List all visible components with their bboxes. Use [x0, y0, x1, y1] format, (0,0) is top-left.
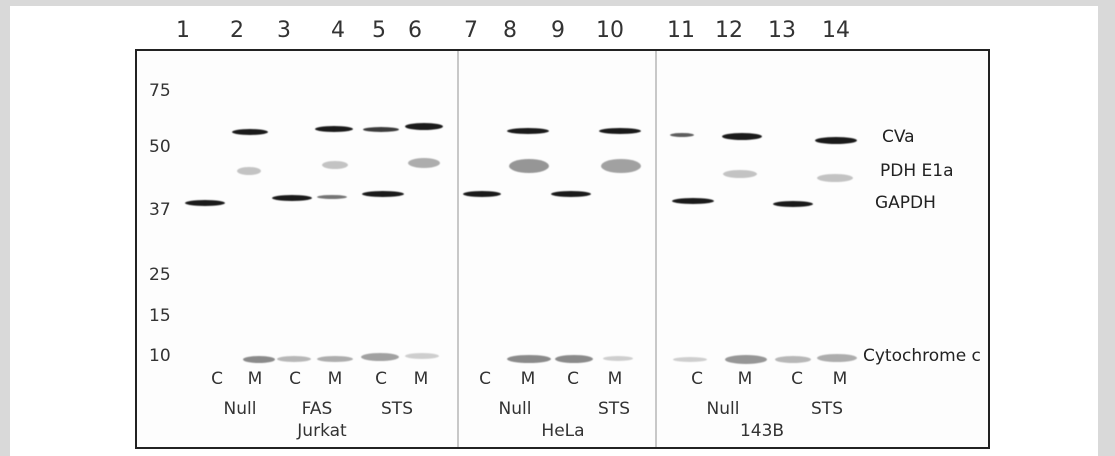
band-cytc: [555, 355, 593, 363]
lane-number-8: 8: [503, 18, 517, 43]
lane-number-1: 1: [176, 18, 190, 43]
panel-divider-jurkat-hela: [457, 51, 459, 447]
band-cytc: [361, 353, 399, 361]
blot-frame: 75 50 37 25 15 10: [135, 49, 990, 449]
band-cytc: [673, 357, 707, 362]
band-cytc: [775, 356, 811, 363]
band-pdh: [723, 170, 757, 178]
treatment-label-143b-null: Null: [706, 399, 740, 419]
fraction-label: C: [567, 369, 579, 389]
fraction-label: M: [413, 369, 429, 389]
band-gapdh: [773, 201, 813, 207]
band-cva: [815, 137, 857, 144]
band-gapdh: [463, 191, 501, 197]
fraction-label: C: [691, 369, 703, 389]
treatment-label-jurkat-fas: FAS: [301, 399, 333, 419]
band-cytc: [725, 355, 767, 364]
band-pdh: [817, 174, 853, 182]
fraction-label: M: [327, 369, 343, 389]
mw-marker-10: 10: [149, 346, 171, 366]
band-gapdh: [362, 191, 404, 197]
band-cytc: [603, 356, 633, 361]
band-cva: [670, 133, 694, 137]
band-gapdh: [317, 195, 347, 199]
band-pdh: [408, 158, 440, 168]
lane-number-3: 3: [277, 18, 291, 43]
band-gapdh: [272, 195, 312, 201]
lane-number-4: 4: [331, 18, 345, 43]
lane-number-6: 6: [408, 18, 422, 43]
band-gapdh: [185, 200, 225, 206]
label-pdh-e1a: PDH E1a: [880, 161, 954, 181]
cell-line-label-jurkat: Jurkat: [297, 421, 347, 441]
band-cva: [722, 133, 762, 140]
band-cytc: [277, 356, 311, 362]
band-pdh: [601, 159, 641, 173]
fraction-label: M: [737, 369, 753, 389]
panel-divider-hela-143b: [655, 51, 657, 447]
band-gapdh: [551, 191, 591, 197]
band-cytc: [317, 356, 353, 362]
fraction-label: C: [791, 369, 803, 389]
label-gapdh: GAPDH: [875, 193, 936, 213]
band-cva: [599, 128, 641, 134]
fraction-label: C: [375, 369, 387, 389]
band-cytc: [243, 356, 275, 363]
band-cva: [405, 123, 443, 130]
fraction-label: M: [832, 369, 848, 389]
band-cva: [315, 126, 353, 132]
band-cytc: [817, 354, 857, 362]
band-cytc: [507, 355, 551, 363]
lane-number-14: 14: [822, 18, 850, 43]
lane-number-13: 13: [768, 18, 796, 43]
treatment-label-hela-sts: STS: [598, 399, 630, 419]
treatment-label-jurkat-sts: STS: [381, 399, 413, 419]
lane-number-12: 12: [715, 18, 743, 43]
treatment-label-143b-sts: STS: [811, 399, 843, 419]
lane-number-2: 2: [230, 18, 244, 43]
band-pdh: [322, 161, 348, 169]
fraction-label: C: [479, 369, 491, 389]
western-blot-figure: 1 2 3 4 5 6 7 8 9 10 11 12 13 14 75 50 3…: [10, 6, 1098, 456]
fraction-label: M: [247, 369, 263, 389]
lane-number-5: 5: [372, 18, 386, 43]
mw-marker-15: 15: [149, 306, 171, 326]
fraction-label: M: [607, 369, 623, 389]
treatment-label-hela-null: Null: [498, 399, 532, 419]
band-pdh: [237, 167, 261, 175]
mw-marker-75: 75: [149, 81, 171, 101]
lane-number-9: 9: [551, 18, 565, 43]
band-pdh: [509, 159, 549, 173]
fraction-label: M: [520, 369, 536, 389]
label-cva: CVa: [882, 127, 915, 147]
band-cva: [363, 127, 399, 132]
lane-number-10: 10: [596, 18, 624, 43]
band-gapdh: [672, 198, 714, 204]
band-cytc: [405, 353, 439, 359]
band-cva: [232, 129, 268, 135]
mw-marker-25: 25: [149, 265, 171, 285]
fraction-label: C: [211, 369, 223, 389]
mw-marker-37: 37: [149, 200, 171, 220]
band-cva: [507, 128, 549, 134]
lane-number-11: 11: [667, 18, 695, 43]
treatment-label-jurkat-null: Null: [223, 399, 257, 419]
fraction-label: C: [289, 369, 301, 389]
cell-line-label-143b: 143B: [739, 421, 785, 441]
cell-line-label-hela: HeLa: [541, 421, 585, 441]
mw-marker-50: 50: [149, 137, 171, 157]
lane-number-7: 7: [464, 18, 478, 43]
label-cytochrome-c: Cytochrome c: [863, 346, 981, 366]
